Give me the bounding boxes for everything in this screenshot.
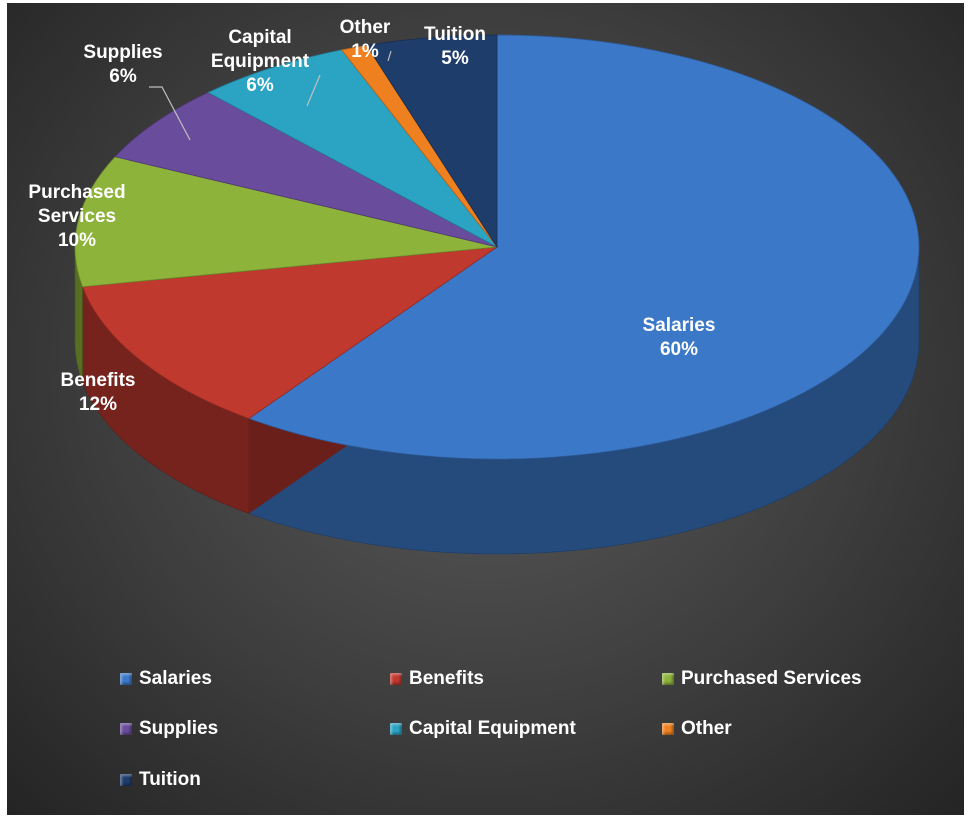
data-label-tuition: Tuition 5% (424, 23, 486, 71)
pie-slice-purchased-services[interactable] (74, 156, 498, 288)
data-label-salaries-value: 60% (659, 339, 699, 360)
data-label-benefits-name: Benefits (60, 370, 136, 391)
data-label-supplies-name: Supplies (83, 42, 163, 63)
pie-slice-tuition[interactable] (365, 34, 498, 249)
data-label-supplies-value: 6% (109, 66, 137, 87)
data-label-supplies: Supplies 6% (83, 41, 162, 89)
pie-slice-supplies[interactable] (114, 92, 498, 248)
pie-slice-capital-equipment[interactable] (207, 49, 498, 248)
data-label-salaries-name: Salaries (642, 315, 716, 336)
data-label-salaries: Salaries 60% (643, 314, 716, 362)
data-label-tuition-name: Tuition (424, 24, 486, 45)
pie-chart (74, 34, 920, 555)
pie-slice-salaries[interactable] (248, 34, 920, 460)
data-label-capital-equipment-value: 6% (246, 75, 274, 96)
data-label-capital-equipment: Capital Equipment 6% (205, 26, 315, 98)
chart-area: Salaries 60% Benefits 12% Purchased Serv… (7, 3, 964, 815)
data-label-purchased-services-value: 10% (57, 230, 97, 251)
leader-line-supplies (149, 86, 191, 141)
data-label-other-value: 1% (351, 41, 379, 62)
leader-line-other (387, 50, 392, 62)
data-label-other-name: Other (339, 17, 391, 38)
data-label-capital-equipment-name: Capital Equipment (210, 27, 310, 72)
pie-slice-benefits[interactable] (81, 246, 499, 419)
data-label-other: Other 1% (340, 16, 391, 64)
data-label-tuition-value: 5% (441, 48, 469, 69)
data-label-purchased-services-name: Purchased Services (28, 182, 126, 227)
leader-line-capital-equipment (306, 74, 321, 107)
pie-tops (74, 34, 920, 460)
data-label-benefits: Benefits 12% (61, 369, 136, 417)
data-label-purchased-services: Purchased Services 10% (17, 181, 137, 253)
data-label-benefits-value: 12% (78, 394, 118, 415)
